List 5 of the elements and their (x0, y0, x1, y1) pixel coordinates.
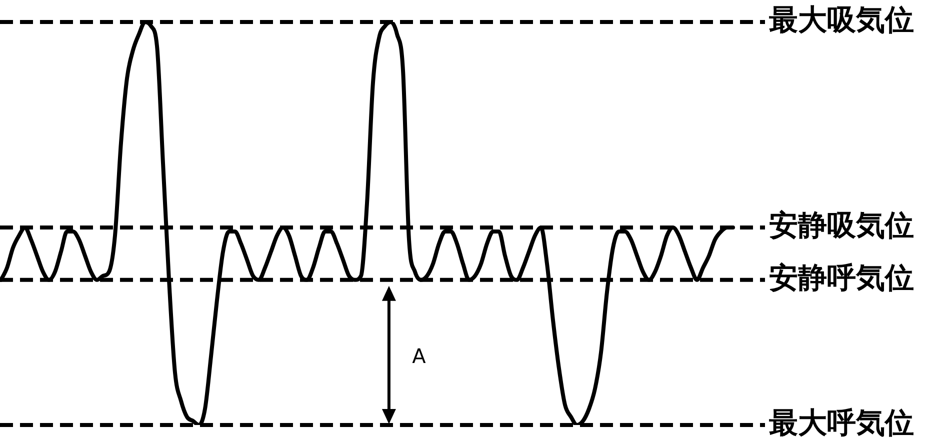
ref-line-label: 安静呼気位 (769, 260, 914, 294)
ref-line-label: 安静吸気位 (769, 208, 914, 242)
ref-line-label: 最大呼気位 (768, 406, 914, 440)
ref-line-label: 最大吸気位 (768, 2, 914, 37)
annotation: A (412, 344, 426, 368)
